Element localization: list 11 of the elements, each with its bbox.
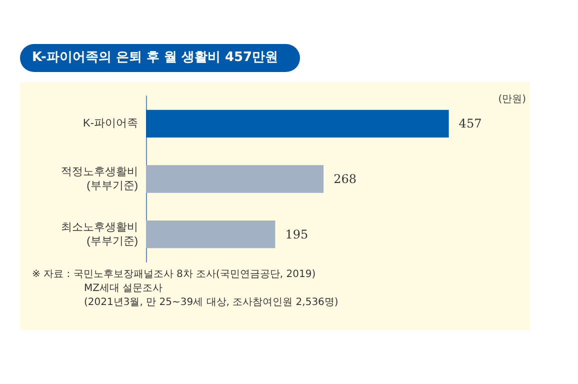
text: (2021년3월, 만 25~39세 대상, 조사참여인원 2,536명) <box>83 296 338 310</box>
data-label: 195 <box>285 227 308 242</box>
text: MZ세대 설문조사 <box>83 282 164 296</box>
y-tick-label: K-파이어족 <box>83 118 138 130</box>
chart-title: K-파이어족의 은퇴 후 월 생활비 457만원 <box>20 44 300 72</box>
y-tick-label: 적정노후생활비 (부부기준) <box>61 166 138 192</box>
data-label: 268 <box>334 172 356 186</box>
data-label: 457 <box>458 116 482 131</box>
text: ※ 자료 : 국민노후보장패널조사 8차 조사(국민연금공단, 2019) <box>32 268 317 282</box>
x-axis-title: (만원) <box>498 93 526 106</box>
y-tick-label: 최소노후생활비 (부부기준) <box>61 221 138 248</box>
